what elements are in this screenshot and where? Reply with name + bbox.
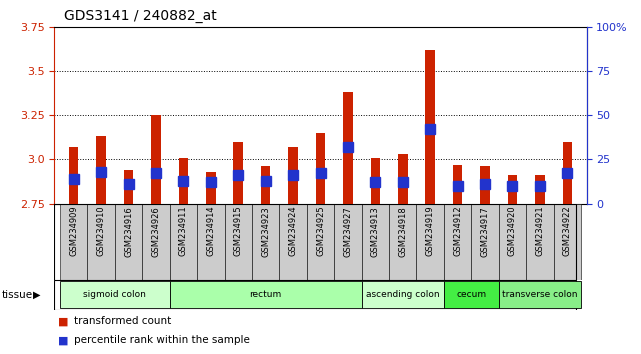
Bar bbox=[362, 281, 444, 308]
Bar bbox=[151, 115, 161, 204]
Text: GSM234910: GSM234910 bbox=[97, 206, 106, 256]
Text: sigmoid colon: sigmoid colon bbox=[83, 290, 146, 299]
Bar bbox=[206, 172, 215, 204]
Text: percentile rank within the sample: percentile rank within the sample bbox=[74, 335, 249, 345]
Bar bbox=[554, 204, 581, 280]
Bar bbox=[480, 166, 490, 204]
Text: tissue: tissue bbox=[1, 290, 33, 300]
Text: GSM234916: GSM234916 bbox=[124, 206, 133, 257]
Text: GSM234925: GSM234925 bbox=[316, 206, 325, 256]
Text: GSM234915: GSM234915 bbox=[234, 206, 243, 256]
Bar bbox=[170, 204, 197, 280]
Bar bbox=[362, 204, 389, 280]
Text: GSM234923: GSM234923 bbox=[261, 206, 270, 257]
Bar bbox=[343, 92, 353, 204]
Text: ascending colon: ascending colon bbox=[366, 290, 440, 299]
Text: GSM234927: GSM234927 bbox=[344, 206, 353, 257]
Bar bbox=[115, 204, 142, 280]
Bar bbox=[170, 281, 362, 308]
Bar bbox=[426, 50, 435, 204]
Bar bbox=[124, 170, 133, 204]
Text: GSM234917: GSM234917 bbox=[481, 206, 490, 257]
Bar bbox=[453, 165, 462, 204]
Text: GSM234911: GSM234911 bbox=[179, 206, 188, 256]
Text: rectum: rectum bbox=[249, 290, 282, 299]
Bar bbox=[261, 166, 271, 204]
Bar bbox=[60, 204, 87, 280]
Bar bbox=[471, 204, 499, 280]
Bar bbox=[224, 204, 252, 280]
Bar bbox=[197, 204, 224, 280]
Text: ▶: ▶ bbox=[33, 290, 41, 300]
Text: GSM234924: GSM234924 bbox=[288, 206, 297, 256]
Bar bbox=[444, 204, 471, 280]
Text: transformed count: transformed count bbox=[74, 316, 171, 326]
Bar bbox=[370, 158, 380, 204]
Bar bbox=[398, 154, 408, 204]
Text: GSM234919: GSM234919 bbox=[426, 206, 435, 256]
Bar bbox=[417, 204, 444, 280]
Bar bbox=[389, 204, 417, 280]
Bar bbox=[535, 175, 545, 204]
Bar bbox=[288, 147, 298, 204]
Bar bbox=[444, 281, 499, 308]
Bar bbox=[179, 158, 188, 204]
Text: GDS3141 / 240882_at: GDS3141 / 240882_at bbox=[64, 9, 217, 23]
Bar bbox=[526, 204, 554, 280]
Text: GSM234926: GSM234926 bbox=[151, 206, 160, 257]
Bar bbox=[334, 204, 362, 280]
Bar bbox=[252, 204, 279, 280]
Text: GSM234920: GSM234920 bbox=[508, 206, 517, 256]
Text: transverse colon: transverse colon bbox=[502, 290, 578, 299]
Bar bbox=[87, 204, 115, 280]
Bar bbox=[563, 142, 572, 204]
Text: cecum: cecum bbox=[456, 290, 487, 299]
Bar bbox=[142, 204, 170, 280]
Text: ■: ■ bbox=[58, 335, 68, 345]
Bar bbox=[499, 281, 581, 308]
Bar bbox=[307, 204, 334, 280]
Text: GSM234913: GSM234913 bbox=[371, 206, 380, 257]
Text: GSM234918: GSM234918 bbox=[398, 206, 407, 257]
Text: GSM234922: GSM234922 bbox=[563, 206, 572, 256]
Text: GSM234912: GSM234912 bbox=[453, 206, 462, 256]
Bar bbox=[233, 142, 243, 204]
Bar bbox=[279, 204, 307, 280]
Bar bbox=[69, 147, 78, 204]
Text: GSM234914: GSM234914 bbox=[206, 206, 215, 256]
Bar bbox=[508, 175, 517, 204]
Text: GSM234921: GSM234921 bbox=[535, 206, 544, 256]
Bar bbox=[316, 133, 325, 204]
Text: GSM234909: GSM234909 bbox=[69, 206, 78, 256]
Bar bbox=[499, 204, 526, 280]
Bar bbox=[60, 281, 170, 308]
Bar bbox=[96, 136, 106, 204]
Text: ■: ■ bbox=[58, 316, 68, 326]
